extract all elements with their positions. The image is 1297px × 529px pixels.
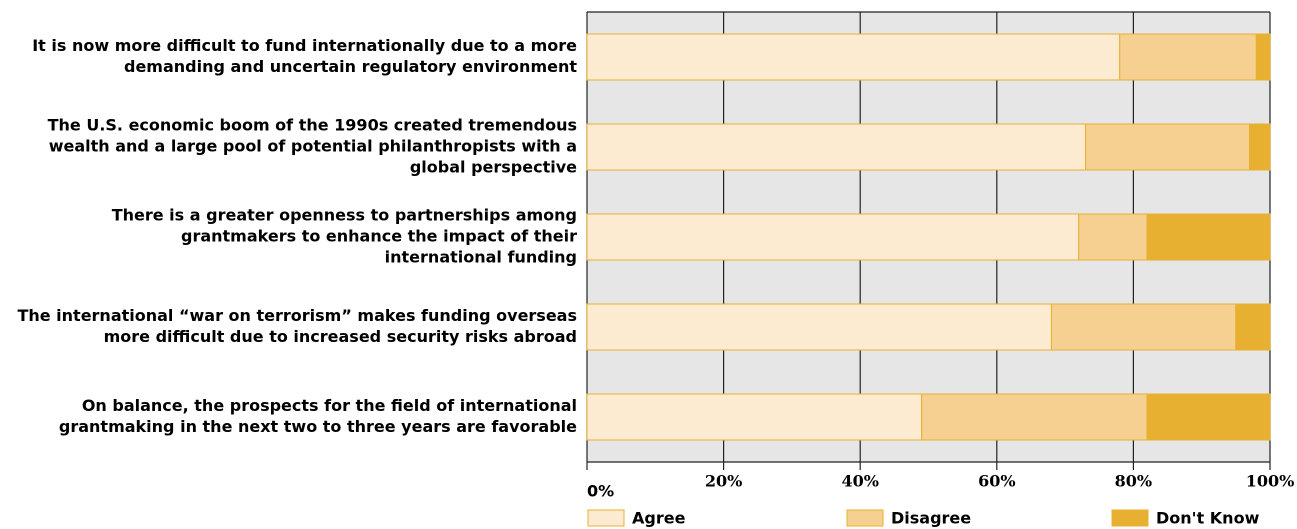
legend-swatch [846,509,884,527]
legend-label: Don't Know [1156,509,1260,528]
bar-segment [1249,123,1271,171]
bar-segment [586,33,1121,81]
x-tick-label: 100% [1246,472,1295,491]
bar-segment [586,123,1087,171]
bar-segment [921,393,1148,441]
legend-label: Agree [632,509,686,528]
category-label: The U.S. economic boom of the 1990s crea… [48,116,577,135]
category-label: international funding [385,248,577,267]
legend-swatch [587,509,625,527]
bar-segment [1085,123,1251,171]
category-label: grantmaking in the next two to three yea… [59,417,577,436]
x-tick-label: 60% [978,472,1015,491]
category-label: On balance, the prospects for the field … [82,396,577,415]
category-label: more difficult due to increased security… [104,327,577,346]
x-tick-label: 40% [841,472,878,491]
x-tick-label: 0% [587,482,614,501]
bar-segment [1235,303,1271,351]
bar-segment [586,393,923,441]
bar-segment [1255,33,1271,81]
category-label: global perspective [410,158,577,177]
legend-swatch [1111,509,1149,527]
bar-segment [1146,213,1271,261]
legend-label: Disagree [891,509,971,528]
bar-segment [586,303,1052,351]
bar-segment [1146,393,1271,441]
bar-segment [1050,303,1237,351]
x-tick-label: 80% [1115,472,1152,491]
x-tick-label: 20% [705,472,742,491]
category-label: The international “war on terrorism” mak… [17,306,577,325]
bar-segment [1119,33,1257,81]
category-label: demanding and uncertain regulatory envir… [124,57,577,76]
category-label: grantmakers to enhance the impact of the… [181,227,577,246]
category-label: wealth and a large pool of potential phi… [49,137,577,156]
bar-segment [586,213,1080,261]
bar-segment [1078,213,1148,261]
category-label: It is now more difficult to fund interna… [32,36,577,55]
category-label: There is a greater openness to partnersh… [112,206,577,225]
